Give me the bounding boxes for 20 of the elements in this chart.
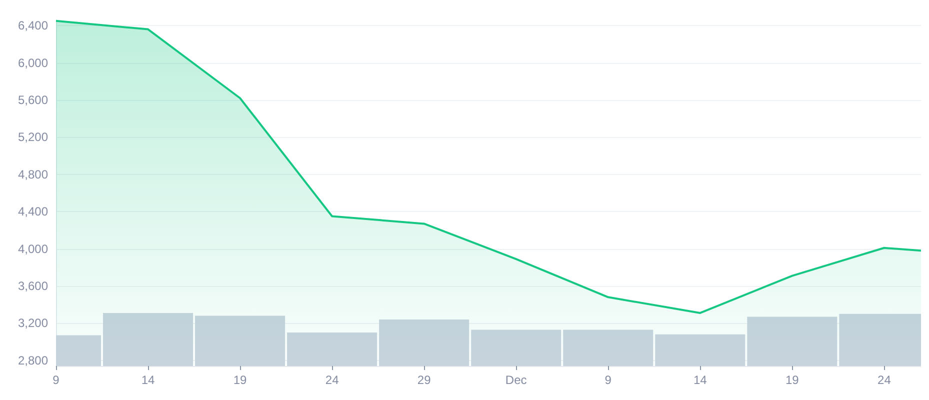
x-tick-label: 19 — [785, 373, 800, 387]
y-tick-label: 6,400 — [18, 18, 48, 33]
y-tick-label: 3,600 — [18, 279, 48, 294]
y-tick-label: 3,200 — [18, 316, 48, 330]
x-tick-label: 9 — [604, 373, 612, 387]
y-tick-label: 5,600 — [18, 92, 48, 107]
x-tick-label: 24 — [878, 373, 892, 387]
y-tick-label: 4,400 — [18, 204, 48, 219]
y-tick-label: 5,200 — [18, 130, 48, 144]
x-tick-label: 29 — [417, 373, 432, 387]
y-tick-label: 2,800 — [18, 353, 48, 368]
x-tick-label: 9 — [52, 373, 60, 387]
x-tick-label: Dec — [505, 373, 527, 387]
x-tick-label: 19 — [233, 373, 248, 387]
y-tick-label: 4,000 — [18, 242, 48, 256]
y-tick-label: 4,800 — [18, 167, 48, 182]
y-tick-label: 6,000 — [18, 56, 48, 70]
x-tick-label: 14 — [693, 373, 708, 387]
x-tick-label: 24 — [325, 373, 340, 387]
x-tick-label: 14 — [141, 373, 156, 387]
